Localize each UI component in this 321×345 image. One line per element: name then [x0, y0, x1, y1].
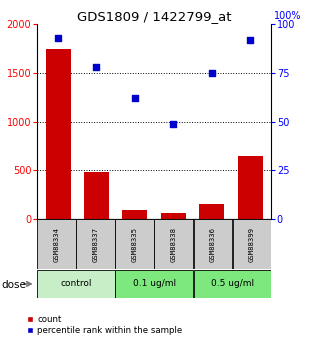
Point: [171, 121, 176, 126]
FancyBboxPatch shape: [37, 270, 115, 298]
Bar: [238, 156, 263, 219]
Legend: count, percentile rank within the sample: count, percentile rank within the sample: [23, 311, 186, 339]
FancyBboxPatch shape: [194, 219, 232, 269]
Point: [132, 96, 137, 101]
Point: [247, 37, 253, 42]
Bar: [199, 204, 224, 219]
Point: [94, 64, 99, 70]
Text: GSM88336: GSM88336: [210, 227, 216, 262]
Text: GSM88334: GSM88334: [53, 227, 59, 262]
FancyBboxPatch shape: [116, 270, 193, 298]
FancyBboxPatch shape: [233, 219, 271, 269]
Text: dose: dose: [2, 280, 26, 289]
FancyBboxPatch shape: [37, 219, 75, 269]
Text: GSM88337: GSM88337: [92, 227, 99, 262]
Text: 0.1 ug/ml: 0.1 ug/ml: [133, 279, 176, 288]
Text: GSM88335: GSM88335: [132, 227, 138, 262]
Bar: [161, 213, 186, 219]
FancyBboxPatch shape: [116, 219, 154, 269]
Bar: [46, 49, 71, 219]
Text: GSM88399: GSM88399: [249, 227, 255, 262]
Text: control: control: [60, 279, 92, 288]
FancyBboxPatch shape: [76, 219, 115, 269]
Text: 0.5 ug/ml: 0.5 ug/ml: [211, 279, 254, 288]
Title: GDS1809 / 1422799_at: GDS1809 / 1422799_at: [77, 10, 231, 23]
FancyBboxPatch shape: [154, 219, 193, 269]
Text: GSM88338: GSM88338: [170, 227, 177, 262]
Point: [209, 70, 214, 76]
Bar: [84, 172, 109, 219]
Text: 100%: 100%: [274, 11, 301, 21]
Point: [56, 35, 61, 41]
FancyBboxPatch shape: [194, 270, 271, 298]
Bar: [122, 210, 147, 219]
